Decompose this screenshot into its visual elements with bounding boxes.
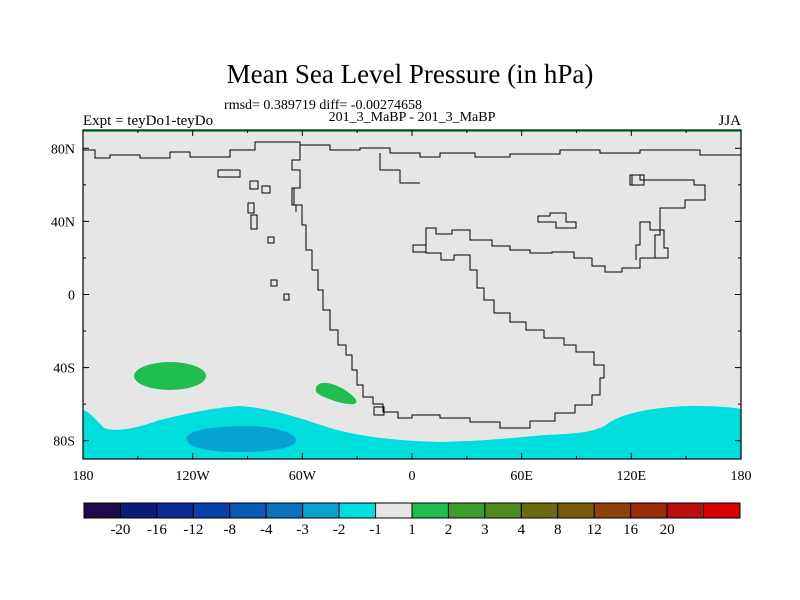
colorbar-label: -8 (224, 522, 237, 538)
colorbar-label: -20 (110, 522, 130, 538)
colorbar-label: 8 (554, 522, 562, 538)
y-tick-label: 0 (68, 289, 75, 304)
subtitle-right: JJA (718, 113, 741, 129)
x-tick-label: 120E (617, 469, 647, 484)
x-axis: 180 120W 60W 0 60E 120E 180 (73, 130, 752, 484)
colorbar-label: -16 (147, 522, 167, 538)
map-background (83, 130, 741, 459)
x-tick-label: 180 (73, 469, 94, 484)
y-axis: 80N 40N 0 40S 80S (51, 142, 741, 450)
subtitle-left: Expt = teyDo1-teyDo (83, 113, 213, 129)
x-tick-label: 60W (289, 469, 317, 484)
colorbar: -20 -16 -12 -8 -4 -3 -2 -1 1 2 3 4 8 12 16 20 (83, 502, 741, 538)
colorbar-swatch (192, 502, 231, 519)
colorbar-swatch (119, 502, 158, 519)
stats-line: rmsd= 0.389719 diff= -0.00274658 (224, 98, 422, 113)
colorbar-swatch (630, 502, 668, 519)
colorbar-swatch (338, 502, 377, 519)
colorbar-label: 1 (408, 522, 416, 538)
y-tick-label: 80S (53, 435, 75, 450)
colorbar-swatch (666, 502, 705, 519)
colorbar-swatch (265, 502, 304, 519)
colorbar-label: -2 (333, 522, 346, 538)
coastline-north (83, 141, 741, 159)
colorbar-swatch (447, 502, 486, 519)
x-tick-label: 0 (409, 469, 416, 484)
coastlines (83, 141, 741, 429)
colorbar-label: -3 (296, 522, 309, 538)
coastline-inland-sea (537, 212, 577, 229)
y-tick-label: 40N (51, 215, 75, 230)
subtitle-center: 201_3_MaBP - 201_3_MaBP (329, 110, 496, 125)
y-tick-label: 80N (51, 142, 75, 157)
south-pacific-low (186, 425, 297, 452)
colorbar-label: 20 (660, 522, 675, 538)
colorbar-label: 16 (623, 522, 639, 538)
chart-title: Mean Sea Level Pressure (in hPa) (227, 59, 594, 89)
x-tick-label: 60E (510, 469, 533, 484)
colorbar-label: -4 (260, 522, 273, 538)
coastline-north-inlet (379, 153, 420, 184)
colorbar-swatch (229, 502, 267, 519)
x-tick-label: 180 (731, 469, 752, 484)
coastline-west-coast (291, 187, 300, 212)
south-pacific-high (134, 362, 206, 390)
colorbar-label: 12 (587, 522, 602, 538)
colorbar-swatch (520, 502, 559, 519)
colorbar-swatch (557, 502, 595, 519)
colorbar-label: -1 (369, 522, 382, 538)
colorbar-swatch (593, 502, 632, 519)
coastline-main-continent (291, 145, 706, 429)
map-plot (83, 130, 741, 459)
x-tick-label: 120W (176, 469, 211, 484)
south-atlantic-high (315, 382, 357, 405)
colorbar-label: 2 (445, 522, 453, 538)
colorbar-swatch (375, 502, 413, 519)
coastline-east-arm (635, 221, 669, 260)
colorbar-label: 4 (518, 522, 526, 538)
colorbar-label: 3 (481, 522, 489, 538)
colorbar-swatch (83, 502, 121, 519)
colorbar-label: -12 (183, 522, 203, 538)
y-tick-label: 40S (53, 362, 75, 377)
islands (217, 169, 645, 416)
colorbar-swatch (484, 502, 522, 519)
colorbar-swatch (411, 502, 449, 519)
colorbar-swatch (156, 502, 194, 519)
colorbar-swatch (302, 502, 340, 519)
colorbar-swatch (703, 502, 741, 519)
